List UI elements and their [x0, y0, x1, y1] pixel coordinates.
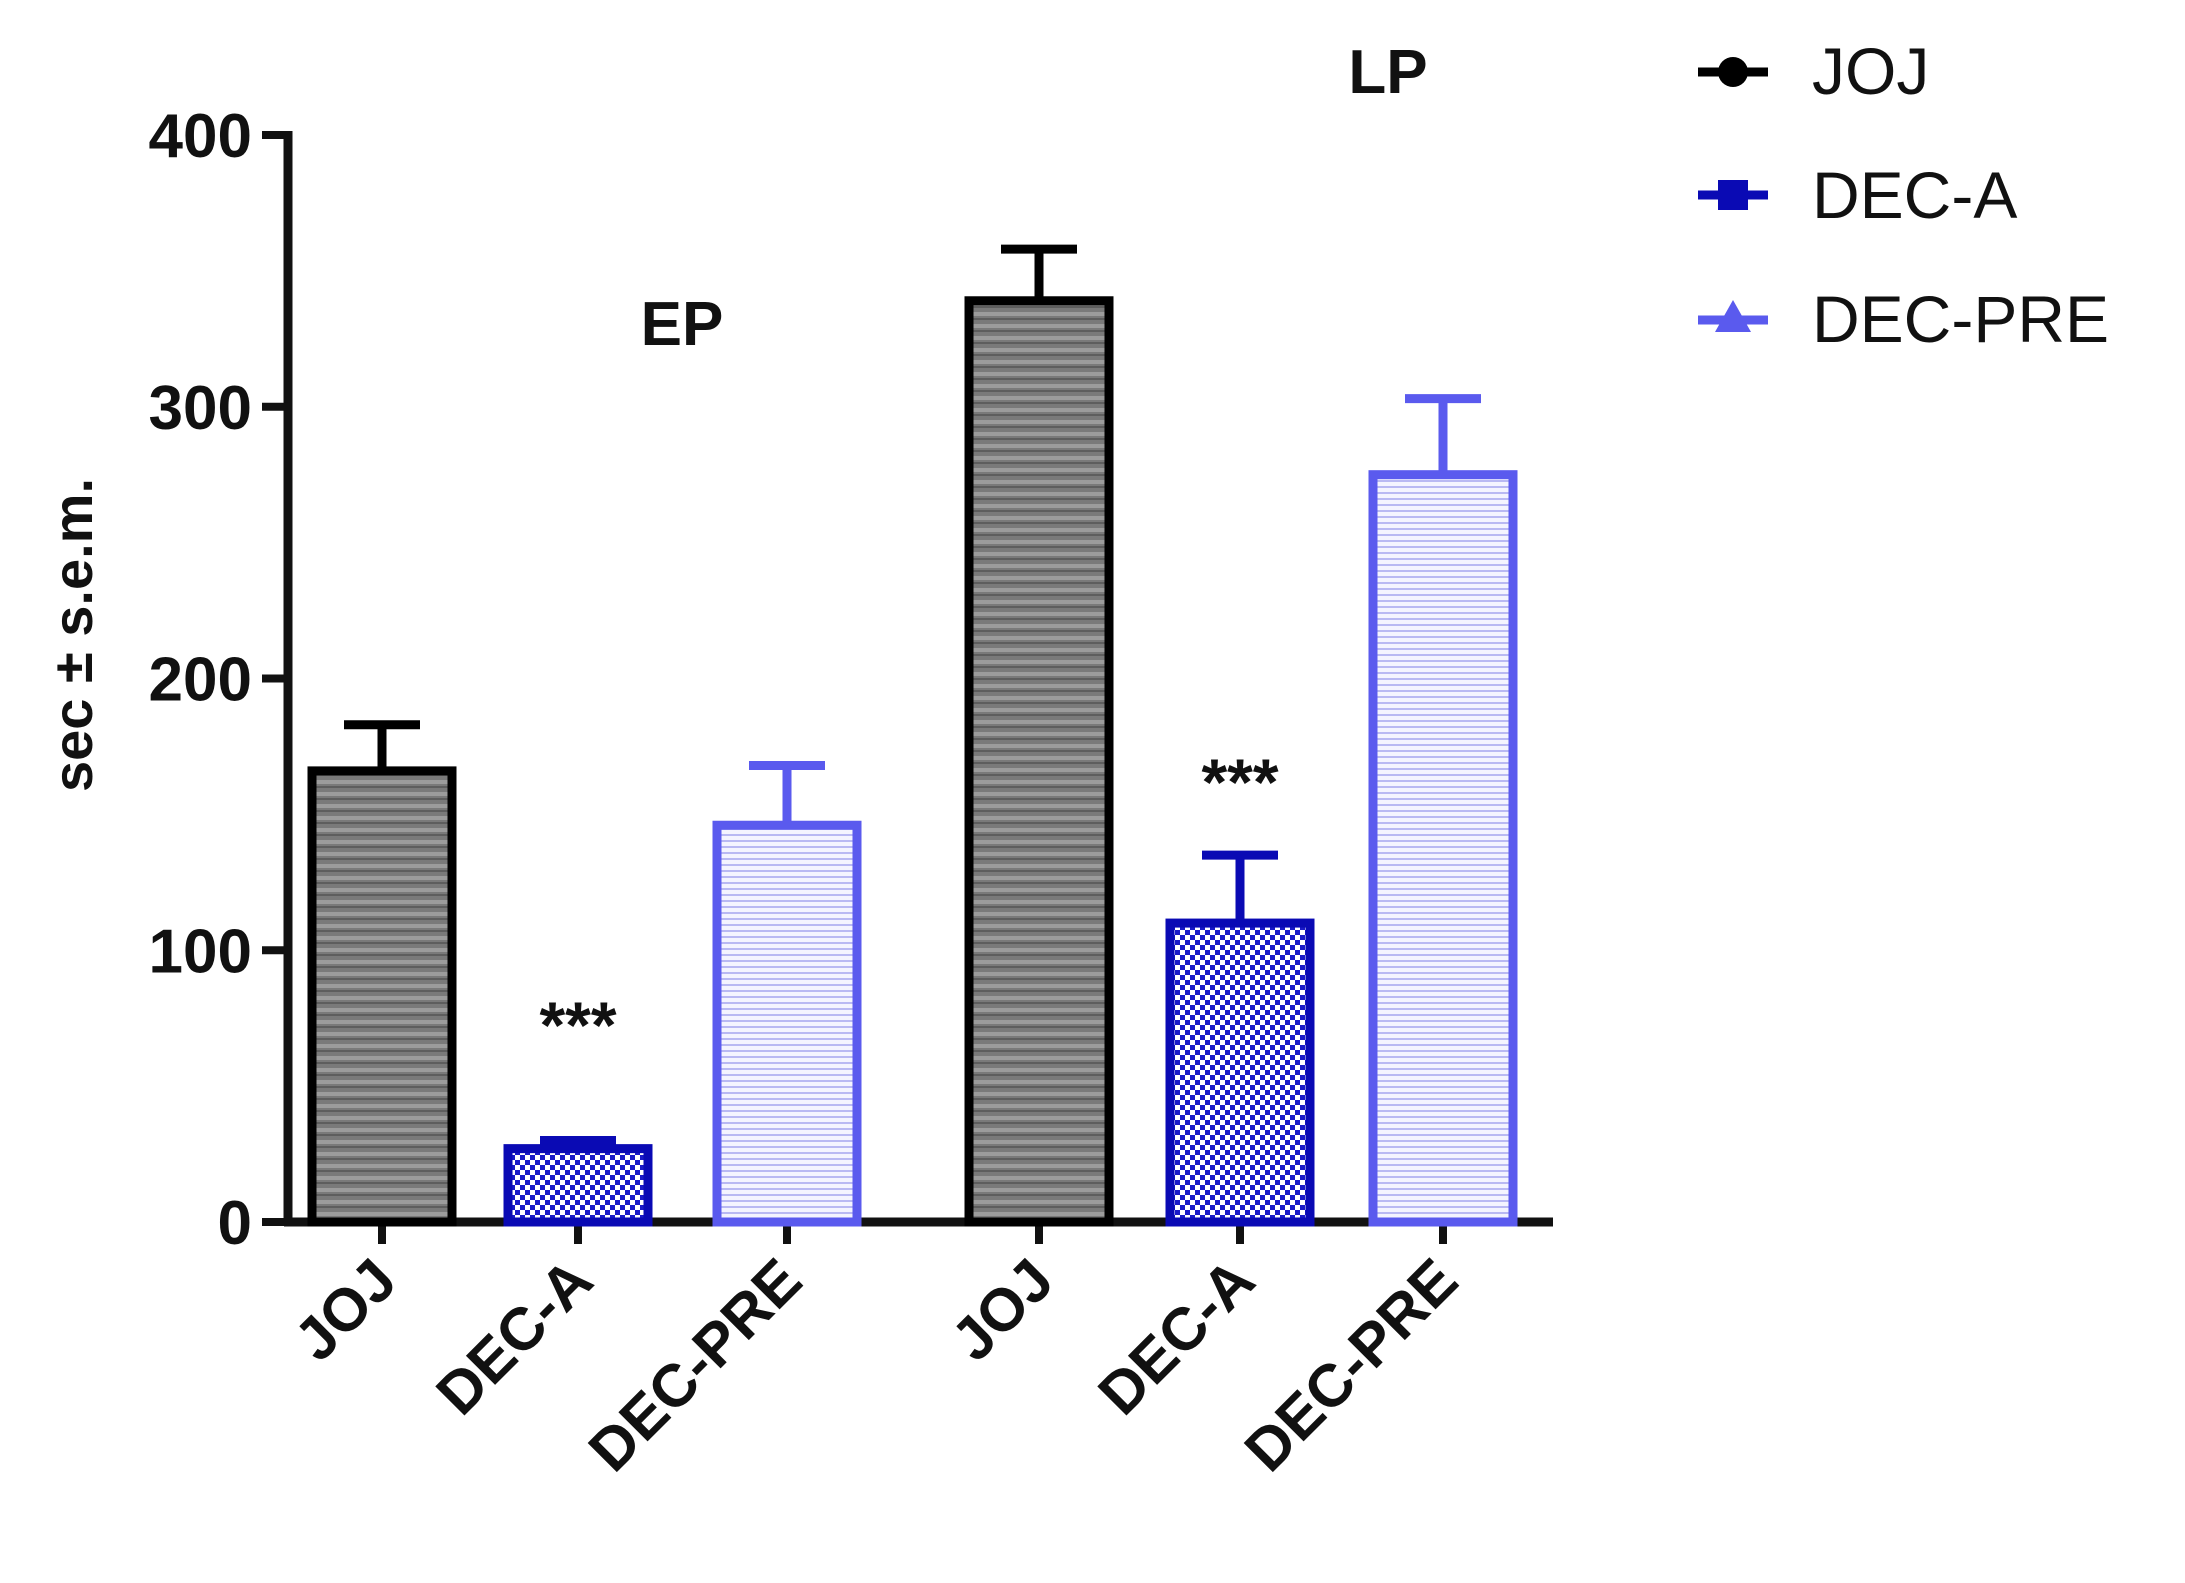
group-label-lp: LP [1348, 38, 1427, 107]
y-tick-label: 400 [149, 102, 252, 171]
y-tick-label: 100 [149, 917, 252, 986]
x-tick-label-lp-dec-a: DEC-A [1085, 1246, 1267, 1428]
legend-entry-dec-pre: DEC-PRE [1698, 282, 2109, 356]
y-axis-label: sec ± s.e.m. [41, 478, 104, 792]
significance-annotation-lp-dec-a: *** [1201, 745, 1278, 819]
legend-marker-square [1718, 180, 1748, 210]
legend-marker-circle [1718, 57, 1748, 87]
bar-lp-joj [964, 296, 1114, 1227]
y-tick-label: 0 [218, 1189, 252, 1258]
x-tick-label-ep-dec-pre: DEC-PRE [576, 1246, 814, 1484]
x-tick-label-lp-dec-pre: DEC-PRE [1232, 1246, 1470, 1484]
legend-label-joj: JOJ [1812, 34, 1929, 108]
legend-marker-triangle [1715, 300, 1751, 332]
legend: JOJ DEC-A DEC-PRE [1698, 34, 2109, 356]
y-tick-label: 300 [149, 374, 252, 443]
bar-lp-dec-a [1165, 918, 1315, 1227]
bar-ep-dec-a [503, 1144, 653, 1227]
legend-label-dec-a: DEC-A [1812, 158, 2017, 232]
group-label-ep: EP [641, 290, 724, 359]
y-tick-label: 200 [149, 646, 252, 715]
x-tick-label-ep-joj: JOJ [282, 1246, 410, 1374]
legend-entry-joj: JOJ [1698, 34, 1929, 108]
bar-lp-dec-pre [1368, 470, 1518, 1227]
bar-ep-dec-pre [712, 820, 862, 1227]
bar-ep-joj [307, 766, 457, 1227]
legend-entry-dec-a: DEC-A [1698, 158, 2017, 232]
significance-annotation-ep-dec-a: *** [539, 988, 616, 1062]
legend-label-dec-pre: DEC-PRE [1812, 282, 2109, 356]
x-tick-label-lp-joj: JOJ [939, 1246, 1067, 1374]
x-tick-label-ep-dec-a: DEC-A [423, 1246, 605, 1428]
